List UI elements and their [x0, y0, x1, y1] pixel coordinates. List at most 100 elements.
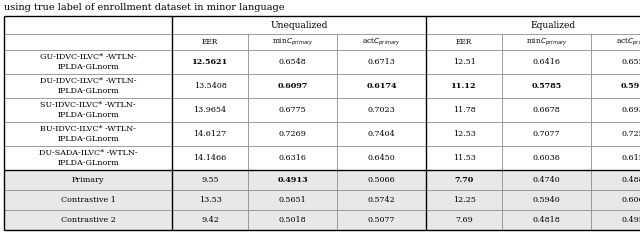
Text: 13.5408: 13.5408 [193, 82, 227, 90]
Text: 0.5018: 0.5018 [278, 216, 307, 224]
Text: 13.53: 13.53 [198, 196, 221, 204]
Bar [337, 98, 426, 122]
Bar [248, 122, 337, 146]
Bar [4, 190, 172, 210]
Text: 0.5077: 0.5077 [368, 216, 396, 224]
Bar [4, 16, 172, 34]
Text: 0.4818: 0.4818 [532, 216, 561, 224]
Bar [4, 210, 172, 230]
Bar [591, 122, 640, 146]
Text: 0.7077: 0.7077 [532, 130, 560, 138]
Text: DU-IDVC-ILVC* -WTLN-
IPLDA-GLnorm: DU-IDVC-ILVC* -WTLN- IPLDA-GLnorm [40, 77, 136, 95]
Text: 0.6036: 0.6036 [532, 154, 561, 162]
Bar [172, 190, 248, 210]
Text: using true label of enrollment dataset in minor language: using true label of enrollment dataset i… [4, 3, 285, 12]
Text: 0.6065: 0.6065 [621, 196, 640, 204]
Bar [591, 146, 640, 170]
Text: Contrastive 2: Contrastive 2 [61, 216, 115, 224]
Text: 0.6548: 0.6548 [278, 58, 307, 66]
Text: Unequalized: Unequalized [270, 20, 328, 30]
Text: 0.6554: 0.6554 [621, 58, 640, 66]
Text: SU-IDVC-ILVC* -WTLN-
IPLDA-GLnorm: SU-IDVC-ILVC* -WTLN- IPLDA-GLnorm [40, 101, 136, 119]
Text: 0.5651: 0.5651 [278, 196, 307, 204]
Text: 12.51: 12.51 [452, 58, 476, 66]
Bar [502, 210, 591, 230]
Text: Primary: Primary [72, 176, 104, 184]
Text: 14.1466: 14.1466 [193, 154, 227, 162]
Bar [4, 50, 172, 74]
Bar [426, 16, 640, 34]
Text: act$C_{primary}$: act$C_{primary}$ [362, 36, 401, 48]
Bar [172, 50, 248, 74]
Bar [502, 190, 591, 210]
Text: min$C_{primary}$: min$C_{primary}$ [525, 36, 567, 48]
Text: 0.6416: 0.6416 [532, 58, 561, 66]
Bar [248, 210, 337, 230]
Text: 0.4882: 0.4882 [621, 176, 640, 184]
Bar [337, 74, 426, 98]
Bar [502, 34, 591, 50]
Bar [426, 34, 502, 50]
Bar [426, 146, 502, 170]
Text: 0.7251: 0.7251 [621, 130, 640, 138]
Bar [172, 74, 248, 98]
Bar [4, 98, 172, 122]
Bar [4, 74, 172, 98]
Text: 13.9654: 13.9654 [193, 106, 227, 114]
Bar [502, 170, 591, 190]
Text: 9.42: 9.42 [201, 216, 219, 224]
Text: 0.6775: 0.6775 [278, 106, 307, 114]
Bar [248, 74, 337, 98]
Bar [591, 170, 640, 190]
Text: 12.5621: 12.5621 [192, 58, 228, 66]
Bar [337, 146, 426, 170]
Bar [248, 170, 337, 190]
Text: GU-IDVC-ILVC* -WTLN-
IPLDA-GLnorm: GU-IDVC-ILVC* -WTLN- IPLDA-GLnorm [40, 54, 136, 71]
Bar [426, 210, 502, 230]
Text: 7.69: 7.69 [455, 216, 473, 224]
Bar [591, 34, 640, 50]
Bar [172, 146, 248, 170]
Bar [248, 34, 337, 50]
Text: 14.6127: 14.6127 [193, 130, 227, 138]
Bar [337, 190, 426, 210]
Bar [426, 50, 502, 74]
Bar [426, 122, 502, 146]
Text: 0.4740: 0.4740 [532, 176, 561, 184]
Text: 0.6450: 0.6450 [367, 154, 396, 162]
Bar [248, 98, 337, 122]
Text: 0.5742: 0.5742 [367, 196, 396, 204]
Text: Contrastive 1: Contrastive 1 [61, 196, 115, 204]
Bar [172, 16, 426, 34]
Text: 0.6097: 0.6097 [277, 82, 308, 90]
Bar [4, 34, 172, 50]
Text: 12.53: 12.53 [452, 130, 476, 138]
Text: DU-SADA-ILVC* -WTLN-
IPLDA-GLnorm: DU-SADA-ILVC* -WTLN- IPLDA-GLnorm [38, 149, 138, 167]
Bar [4, 146, 172, 170]
Bar [591, 50, 640, 74]
Bar [337, 210, 426, 230]
Bar [502, 74, 591, 98]
Bar [502, 98, 591, 122]
Text: 0.6678: 0.6678 [532, 106, 561, 114]
Bar [502, 146, 591, 170]
Bar [4, 122, 172, 146]
Bar [502, 50, 591, 74]
Text: EER: EER [456, 38, 472, 46]
Bar [248, 146, 337, 170]
Bar [337, 50, 426, 74]
Bar [337, 122, 426, 146]
Text: 11.78: 11.78 [452, 106, 476, 114]
Text: 0.5066: 0.5066 [367, 176, 396, 184]
Text: 0.7023: 0.7023 [367, 106, 396, 114]
Bar [591, 190, 640, 210]
Text: 0.6174: 0.6174 [366, 82, 397, 90]
Text: 0.6935: 0.6935 [621, 106, 640, 114]
Bar [591, 98, 640, 122]
Text: 0.5915: 0.5915 [620, 82, 640, 90]
Bar [426, 190, 502, 210]
Text: act$C_{primary}$: act$C_{primary}$ [616, 36, 640, 48]
Text: min$C_{primary}$: min$C_{primary}$ [272, 36, 313, 48]
Bar [172, 34, 248, 50]
Bar [426, 170, 502, 190]
